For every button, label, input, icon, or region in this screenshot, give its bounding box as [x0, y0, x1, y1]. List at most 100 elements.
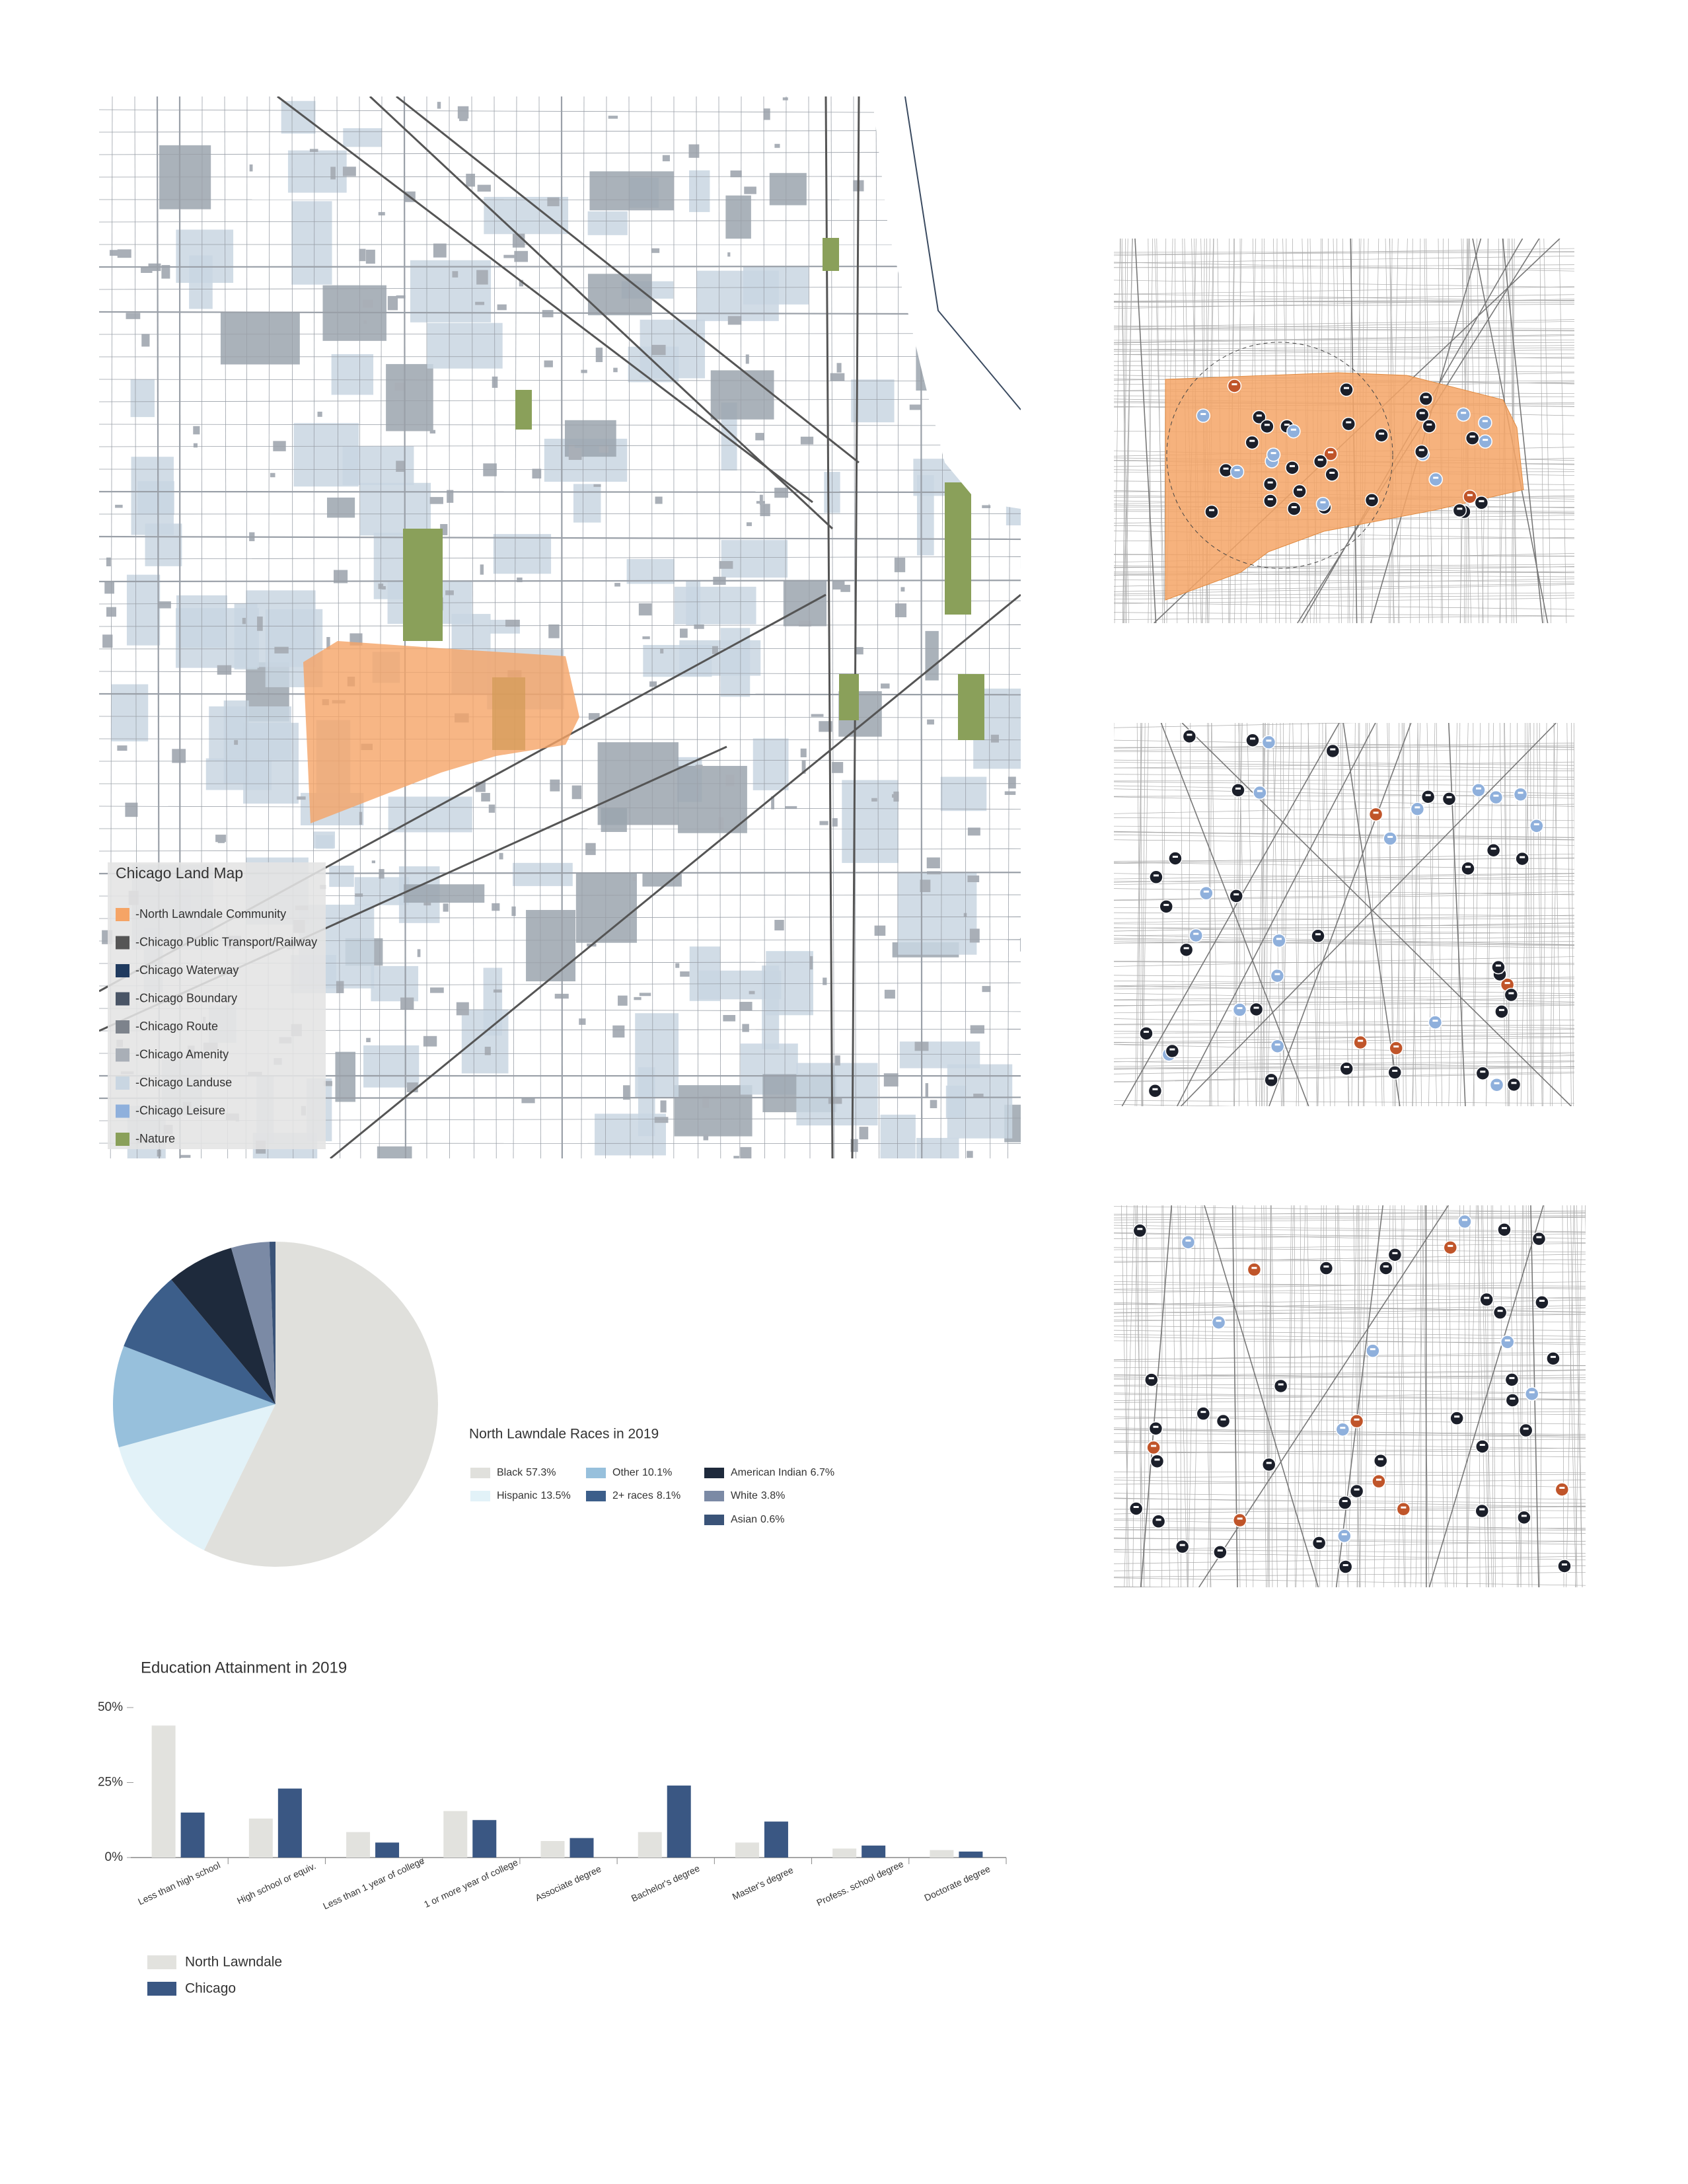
icon-glyph [1268, 1077, 1274, 1079]
x-tick-label: Doctorate degree [922, 1864, 992, 1903]
icon-glyph [1297, 489, 1302, 491]
amenity-icon [1366, 1344, 1379, 1357]
amenity [719, 561, 733, 569]
amenity-icon [1514, 788, 1527, 801]
legend-swatch [116, 964, 129, 977]
amenity-icon [1374, 1454, 1387, 1468]
y-tick-label: 25% [98, 1776, 123, 1789]
icon-glyph [1149, 1377, 1154, 1379]
amenity [180, 1155, 191, 1158]
amenity-icon [1231, 784, 1245, 797]
bar [181, 1813, 205, 1858]
amenity-icon [1253, 786, 1266, 799]
legend-name: Hispanic [497, 1490, 537, 1501]
amenity-icon [1532, 1232, 1545, 1246]
street [1109, 723, 1114, 1106]
bar [832, 1848, 856, 1858]
amenity-icon [1476, 1440, 1489, 1453]
icon-glyph [1457, 508, 1462, 509]
amenity [172, 749, 186, 763]
amenity [967, 1151, 972, 1158]
bar [375, 1842, 399, 1858]
icon-glyph [1392, 1252, 1397, 1254]
legend-value: 57.3% [526, 1467, 556, 1478]
amenity-icon [1314, 455, 1327, 468]
amenity-icon [1530, 819, 1543, 833]
icon-glyph [1426, 424, 1432, 426]
park [515, 390, 532, 430]
amenity [689, 144, 700, 157]
amenity-icon [1149, 1422, 1162, 1435]
amenity-icon [1288, 502, 1301, 515]
amenity [760, 504, 770, 516]
icon-glyph [1480, 1444, 1485, 1446]
amenity [274, 647, 288, 654]
bar [278, 1789, 302, 1858]
icon-glyph [1187, 734, 1192, 735]
icon-glyph [1291, 429, 1296, 431]
legend-name: Asian [731, 1514, 757, 1525]
landuse [588, 211, 628, 235]
icon-glyph [1493, 795, 1498, 797]
amenity-icon [1205, 505, 1218, 518]
icon-glyph [1185, 1240, 1191, 1242]
icon-glyph [1522, 1515, 1527, 1517]
icon-glyph [1278, 1383, 1284, 1385]
icon-glyph [1446, 796, 1451, 798]
icon-glyph [1200, 1411, 1206, 1413]
amenity [835, 1055, 840, 1065]
amenity [395, 383, 405, 390]
amenity-icon [1326, 744, 1339, 757]
amenity [110, 250, 122, 256]
bar [735, 1842, 759, 1858]
icon-glyph [1221, 1419, 1226, 1421]
landuse [313, 831, 335, 848]
icon-glyph [1536, 1236, 1541, 1238]
amenity-icon [1458, 1215, 1471, 1228]
amenity [828, 1098, 842, 1104]
legend-label: -Chicago Landuse [135, 1076, 232, 1089]
icon-glyph [1274, 973, 1280, 975]
icon-glyph [1379, 433, 1384, 435]
amenity-icon [1504, 989, 1518, 1002]
icon-glyph [1511, 1082, 1516, 1084]
amenity [476, 270, 488, 285]
amenity [811, 714, 824, 717]
amenity [823, 977, 826, 985]
icon-glyph [1204, 891, 1209, 893]
icon-glyph [1323, 1265, 1329, 1267]
amenity-icon [1152, 1515, 1165, 1528]
amenity [466, 174, 475, 187]
legend-name: Other [612, 1467, 640, 1478]
legend-label: -Nature [135, 1132, 175, 1145]
amenity [318, 412, 322, 417]
icon-glyph [1329, 472, 1335, 474]
amenity-icon [1250, 1003, 1263, 1016]
landuse [145, 523, 182, 566]
amenity [343, 167, 356, 176]
amenity-icon [1444, 1241, 1457, 1254]
icon-glyph [1423, 396, 1428, 398]
amenity [982, 986, 990, 992]
icon-glyph [1467, 494, 1473, 496]
amenity-icon [1492, 961, 1505, 974]
amenity [741, 1147, 752, 1161]
amenity-icon [1145, 1373, 1158, 1386]
amenity [718, 817, 723, 830]
icon-glyph [1153, 1426, 1158, 1428]
icon-glyph [1505, 1339, 1510, 1341]
amenity-icon [1233, 1514, 1247, 1527]
icon-glyph [1414, 806, 1420, 808]
amenity-icon [1461, 862, 1475, 875]
amenity [437, 102, 441, 108]
amenity [430, 987, 444, 993]
icon-glyph [1470, 435, 1475, 437]
amenity [158, 601, 171, 609]
icon-glyph [1358, 1039, 1363, 1041]
amenity [860, 1127, 869, 1139]
amenity [396, 461, 405, 472]
amenity [651, 248, 659, 253]
